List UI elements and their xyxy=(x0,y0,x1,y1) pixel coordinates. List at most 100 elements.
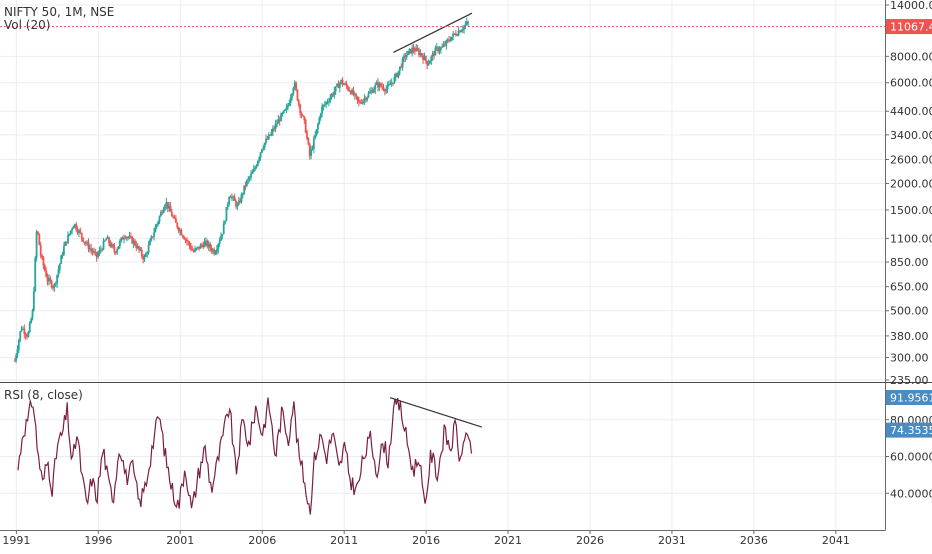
candle-body xyxy=(176,222,179,228)
price-candle xyxy=(121,235,124,240)
candle-body xyxy=(196,246,199,248)
price-candle xyxy=(457,26,460,37)
candle-body xyxy=(49,278,52,282)
candle-body xyxy=(296,89,299,101)
price-candle xyxy=(206,239,209,249)
price-candle xyxy=(273,125,276,132)
price-candle xyxy=(205,237,207,246)
price-candle xyxy=(113,243,116,255)
price-candle xyxy=(355,93,358,100)
price-candle xyxy=(13,358,16,362)
price-candle xyxy=(75,221,78,232)
price-candle xyxy=(269,134,272,136)
price-candle xyxy=(88,244,91,253)
price-candle xyxy=(142,254,145,264)
price-candle xyxy=(248,175,251,183)
price-candle xyxy=(378,81,381,92)
candle-body xyxy=(198,246,201,249)
price-candle xyxy=(381,82,384,91)
price-candle xyxy=(213,247,216,256)
rsi-trendline[interactable] xyxy=(389,397,483,428)
candle-body xyxy=(30,318,33,324)
candle-body xyxy=(394,73,397,77)
time-axis[interactable]: 1991 1996 2001 2006 2011 2016 2021 2026 2031 2036… xyxy=(2,530,850,547)
symbol-title[interactable]: NIFTY 50, 1M, NSE xyxy=(4,5,114,19)
candle-body xyxy=(63,246,65,255)
candle-body xyxy=(98,250,101,254)
price-tick-label: 3400.00 xyxy=(890,129,932,142)
candle-body xyxy=(95,252,98,258)
price-tick-label: 500.00 xyxy=(890,305,929,318)
price-candle xyxy=(312,135,315,154)
price-candle xyxy=(347,85,349,92)
price-candle xyxy=(140,247,143,259)
candle-body xyxy=(291,93,293,98)
candle-body xyxy=(263,142,266,148)
candle-body xyxy=(289,97,292,103)
price-candle xyxy=(441,43,444,48)
rsi-indicator-label[interactable]: RSI (8, close) xyxy=(4,388,83,402)
price-candle xyxy=(181,234,184,239)
candle-body xyxy=(338,83,341,89)
candle-body xyxy=(43,265,46,271)
price-candle xyxy=(69,230,72,236)
price-candle xyxy=(236,202,239,211)
time-tick-label: 2021 xyxy=(494,534,522,547)
price-candle xyxy=(439,46,442,54)
candle-body xyxy=(293,82,296,89)
candle-body xyxy=(127,237,130,239)
price-candle xyxy=(159,209,162,217)
candle-body xyxy=(407,51,409,56)
candle-body xyxy=(87,242,90,250)
price-candle xyxy=(58,263,61,274)
candle-body xyxy=(344,83,347,85)
price-candle xyxy=(332,92,334,98)
candle-body xyxy=(138,246,140,250)
candle-body xyxy=(24,333,27,336)
price-candle xyxy=(119,238,121,249)
price-candle xyxy=(71,227,74,235)
price-candle xyxy=(52,285,54,291)
price-candle xyxy=(385,85,388,94)
price-candle xyxy=(419,49,422,58)
price-candle xyxy=(192,248,195,253)
candle-body xyxy=(271,128,274,132)
candle-body xyxy=(449,40,452,42)
price-tick-label: 2600.00 xyxy=(890,153,932,166)
candle-body xyxy=(41,255,43,258)
price-candle xyxy=(364,96,367,103)
candle-body xyxy=(423,56,426,61)
candle-body xyxy=(429,61,431,64)
price-candle xyxy=(175,215,177,223)
price-candle xyxy=(308,142,311,160)
price-candle xyxy=(400,63,403,69)
candle-body xyxy=(211,249,214,251)
volume-indicator-label[interactable]: Vol (20) xyxy=(4,18,50,32)
candle-body xyxy=(251,172,254,174)
price-candle xyxy=(282,110,285,115)
price-candle xyxy=(304,118,307,134)
candle-body xyxy=(68,233,71,236)
price-candle xyxy=(303,115,306,124)
candle-body xyxy=(375,82,378,85)
price-candle xyxy=(306,129,308,141)
price-candle xyxy=(286,102,289,111)
candle-body xyxy=(16,349,19,356)
rsi-line xyxy=(17,397,473,515)
price-candle xyxy=(188,241,191,250)
price-candle xyxy=(291,92,293,101)
price-candle xyxy=(348,87,351,92)
price-candle xyxy=(158,215,161,225)
candle-body xyxy=(83,241,86,243)
price-candle xyxy=(93,247,95,255)
price-candle xyxy=(358,96,360,107)
candle-body xyxy=(255,165,258,168)
price-axis[interactable]: 14000.00 8000.00 6000.00 4400.00 3400.00 2600… xyxy=(885,0,932,387)
candle-body xyxy=(390,82,393,85)
candle-body xyxy=(382,87,385,90)
price-candle xyxy=(116,247,119,255)
candle-body xyxy=(185,239,188,242)
price-trendline[interactable] xyxy=(393,12,473,53)
